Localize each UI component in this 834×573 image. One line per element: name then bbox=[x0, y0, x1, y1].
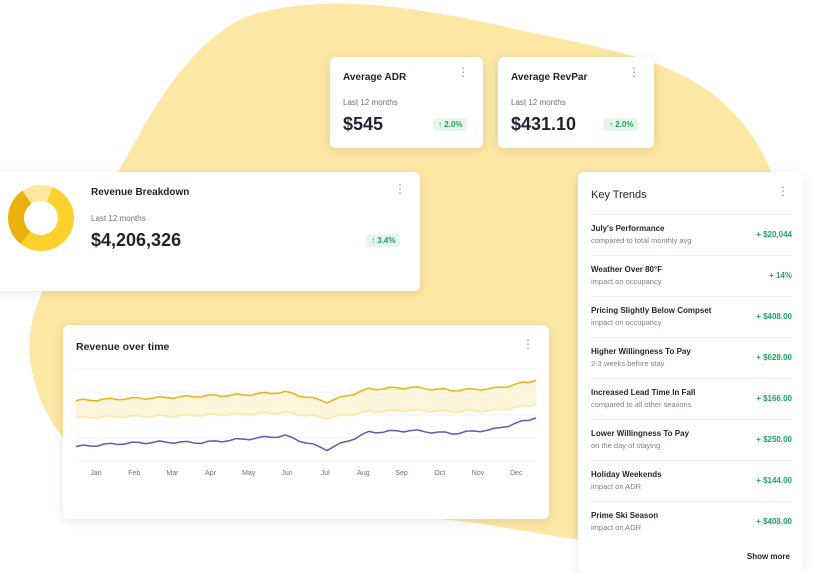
kebab-menu-icon[interactable]: ⋮ bbox=[628, 65, 640, 79]
trend-item-value: + $144.00 bbox=[756, 476, 792, 485]
revenue-over-time-card: Revenue over time ⋮ Jan Feb Mar Apr May Jun Ju… bbox=[63, 325, 549, 519]
average-revpar-value: $431.10 bbox=[511, 114, 577, 134]
trend-item[interactable]: Pricing Slightly Below Compset impact on … bbox=[590, 296, 792, 337]
kebab-menu-icon[interactable]: ⋮ bbox=[457, 65, 469, 79]
series-line-0 bbox=[75, 379, 537, 404]
x-tick-label: Oct bbox=[434, 470, 445, 477]
trend-item-title: Weather Over 80°F bbox=[591, 265, 663, 274]
trend-item-value: + $20,044 bbox=[756, 230, 792, 239]
trend-item-title: Prime Ski Season bbox=[591, 511, 659, 520]
revenue-breakdown-title: Revenue Breakdown bbox=[91, 187, 190, 198]
x-tick-label: Jan bbox=[90, 470, 101, 477]
trend-item[interactable]: July's Performance compared to total mont… bbox=[590, 214, 792, 255]
trend-item-subtitle: impact on occupancy bbox=[591, 318, 662, 327]
x-tick-label: May bbox=[242, 470, 256, 477]
trend-item-value: + $250.00 bbox=[756, 435, 792, 444]
average-revpar-change-badge: ↑ 2.0% bbox=[604, 118, 639, 131]
trend-item-subtitle: compared to all other seasons bbox=[591, 400, 692, 409]
average-adr-change-badge: ↑ 2.0% bbox=[433, 118, 468, 131]
average-revpar-period: Last 12 months bbox=[511, 98, 566, 107]
trend-item-value: + $408.00 bbox=[756, 517, 792, 526]
x-tick-label: Nov bbox=[472, 470, 485, 477]
key-trends-title: Key Trends bbox=[591, 189, 647, 201]
revenue-line-chart: Jan Feb Mar Apr May Jun Jul Aug Sep Oct Nov Dec bbox=[75, 368, 537, 477]
trend-item-subtitle: compared to total monthly avg bbox=[591, 236, 692, 245]
trend-item-subtitle: on the day of staying bbox=[591, 441, 661, 450]
average-revpar-title: Average RevPar bbox=[511, 72, 588, 83]
revenue-breakdown-value: $4,206,326 bbox=[91, 230, 182, 250]
trend-item-value: + $166.00 bbox=[756, 394, 792, 403]
series-band-fill bbox=[76, 380, 536, 420]
revenue-donut-chart bbox=[7, 185, 74, 251]
revenue-breakdown-period: Last 12 months bbox=[91, 214, 146, 223]
x-tick-label: Jul bbox=[321, 470, 330, 477]
trend-item[interactable]: Weather Over 80°F impact on occupancy + 14… bbox=[590, 255, 792, 296]
revenue-breakdown-card: Revenue Breakdown ⋮ Last 12 months $4,20… bbox=[0, 172, 420, 291]
trend-item-value: + $628.00 bbox=[756, 353, 792, 362]
trend-item-title: Lower Willingness To Pay bbox=[591, 429, 690, 438]
key-trends-card: Key Trends ⋮ July's Performance compared … bbox=[578, 172, 803, 573]
trend-item-value: + $408.00 bbox=[756, 312, 792, 321]
x-tick-label: Aug bbox=[357, 470, 370, 477]
series-line-2 bbox=[75, 417, 537, 452]
donut-segment-2 bbox=[22, 185, 53, 204]
x-tick-label: Jun bbox=[281, 470, 292, 477]
average-adr-value: $545 bbox=[343, 114, 384, 134]
trend-item[interactable]: Prime Ski Season impact on ADR + $408.00 bbox=[590, 501, 792, 542]
trend-item-subtitle: impact on occupancy bbox=[591, 277, 662, 286]
average-adr-title: Average ADR bbox=[343, 72, 407, 83]
x-tick-label: Sep bbox=[395, 470, 408, 477]
x-tick-label: Mar bbox=[166, 470, 179, 477]
kebab-menu-icon[interactable]: ⋮ bbox=[522, 337, 534, 351]
x-tick-label: Feb bbox=[128, 470, 140, 477]
x-tick-label: Apr bbox=[205, 470, 217, 477]
revenue-over-time-title: Revenue over time bbox=[76, 341, 170, 353]
trend-item-value: + 14% bbox=[769, 271, 792, 280]
donut-segment-0 bbox=[20, 187, 74, 251]
trend-item-subtitle: 2-3 weeks before stay bbox=[591, 359, 665, 368]
trend-item-title: Holiday Weekends bbox=[591, 470, 662, 479]
trend-item-title: Higher Willingness To Pay bbox=[591, 347, 691, 356]
donut-segment-1 bbox=[7, 190, 32, 244]
trend-item-subtitle: impact on ADR bbox=[591, 523, 642, 532]
trend-item[interactable]: Increased Lead Time In Fall compared to a… bbox=[590, 378, 792, 419]
trend-item[interactable]: Higher Willingness To Pay 2-3 weeks befor… bbox=[590, 337, 792, 378]
trend-item[interactable]: Holiday Weekends impact on ADR + $144.00 bbox=[590, 460, 792, 501]
kebab-menu-icon[interactable]: ⋮ bbox=[777, 184, 789, 198]
trend-item-subtitle: impact on ADR bbox=[591, 482, 642, 491]
average-adr-card: Average ADR ⋮ Last 12 months $545 ↑ 2.0% bbox=[330, 57, 483, 148]
average-adr-period: Last 12 months bbox=[343, 98, 398, 107]
revenue-breakdown-change-badge: ↑ 3.4% bbox=[366, 234, 401, 247]
kebab-menu-icon[interactable]: ⋮ bbox=[394, 182, 406, 196]
show-more-link[interactable]: Show more bbox=[746, 552, 790, 561]
trend-item-title: Pricing Slightly Below Compset bbox=[591, 306, 712, 315]
average-revpar-card: Average RevPar ⋮ Last 12 months $431.10 … bbox=[498, 57, 654, 148]
trend-item-title: July's Performance bbox=[591, 224, 665, 233]
trend-item-title: Increased Lead Time In Fall bbox=[591, 388, 696, 397]
x-tick-label: Dec bbox=[510, 470, 523, 477]
series-line-1 bbox=[75, 403, 537, 420]
trend-item[interactable]: Lower Willingness To Pay on the day of st… bbox=[590, 419, 792, 460]
